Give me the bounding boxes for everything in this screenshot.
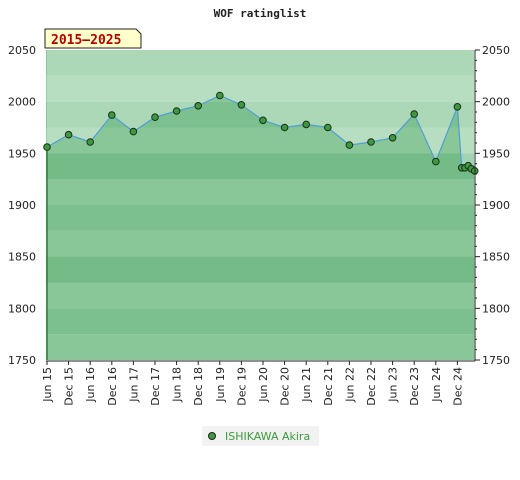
y-tick-label-left: 1800 — [8, 302, 36, 315]
area-fill — [46, 50, 475, 360]
right-y-axis: 1750 1800 1850 1900 1950 2000 2050 — [474, 44, 510, 367]
grid-band — [46, 127, 474, 154]
grid-band — [46, 230, 474, 257]
x-tick-label: Jun 15 — [41, 367, 54, 403]
data-point — [151, 113, 159, 121]
data-point — [259, 116, 267, 125]
x-tick-label: Jun 18 — [171, 367, 184, 403]
data-point — [129, 127, 138, 136]
grid-band — [46, 179, 474, 205]
x-tick-label: Dec 20 — [279, 367, 292, 406]
data-point — [237, 101, 246, 109]
data-point — [216, 91, 224, 100]
x-tick-label: Dec 15 — [63, 367, 76, 406]
y-tick-label-left: 1900 — [8, 199, 36, 212]
grid-band — [46, 308, 474, 335]
x-tick-label: Dec 16 — [106, 367, 119, 406]
x-tick-label: Jun 19 — [214, 367, 227, 403]
grid-band — [46, 205, 474, 231]
x-tick-label: Jun 24 — [430, 367, 443, 403]
y-tick-label-left: 2000 — [8, 96, 36, 109]
chart-title: WOF ratinglist — [214, 7, 307, 20]
x-tick-label: Jun 16 — [84, 367, 97, 403]
legend-label: ISHIKAWA Akira — [225, 430, 310, 443]
data-point — [410, 110, 419, 118]
x-tick-label: Jun 17 — [127, 367, 140, 403]
legend: ISHIKAWA Akira — [202, 426, 319, 446]
y-tick-label-left: 1750 — [8, 354, 36, 367]
data-point — [302, 120, 311, 129]
legend-marker-icon — [208, 432, 216, 440]
data-point — [324, 123, 332, 132]
grid-band-accent — [46, 256, 474, 283]
y-tick-label-right: 1750 — [482, 354, 510, 367]
grid-band — [46, 50, 474, 76]
grid-band — [46, 334, 474, 360]
legend-box — [202, 426, 319, 446]
x-tick-label: Dec 21 — [322, 367, 335, 406]
data-points — [43, 91, 479, 175]
year-range-label: 2015–2025 — [51, 33, 121, 48]
x-tick-label: Dec 19 — [235, 367, 248, 406]
x-tick-label: Jun 23 — [387, 367, 400, 403]
y-tick-label-left: 1850 — [8, 251, 36, 264]
x-tick-label: Dec 18 — [192, 367, 205, 406]
background-bands — [46, 50, 474, 360]
x-tick-label: Jun 22 — [343, 367, 356, 403]
data-point — [432, 157, 440, 166]
y-tick-label-right: 1800 — [482, 302, 510, 315]
x-tick-label: Dec 17 — [149, 367, 162, 406]
grid-band — [46, 75, 474, 102]
y-tick-label-right: 2050 — [482, 44, 510, 57]
data-point — [194, 102, 202, 110]
y-tick-label-right: 2000 — [482, 96, 510, 109]
series-area — [47, 95, 475, 360]
data-point — [172, 107, 181, 115]
y-tick-label-left: 2050 — [8, 44, 36, 57]
grid-band — [46, 282, 474, 309]
data-point — [64, 130, 73, 139]
y-tick-label-right: 1950 — [482, 147, 510, 160]
left-y-axis: 1750 1800 1850 1900 1950 2000 2050 — [8, 44, 36, 367]
year-range-badge: 2015–2025 — [44, 28, 142, 49]
x-tick-label: Jun 20 — [257, 367, 270, 403]
grid-band — [46, 101, 474, 128]
y-tick-label-left: 1950 — [8, 147, 36, 160]
x-tick-label: Dec 22 — [365, 367, 378, 406]
y-tick-label-right: 1850 — [482, 251, 510, 264]
data-point — [43, 143, 51, 151]
data-point — [367, 138, 375, 146]
x-axis: Jun 15 Dec 15 Jun 16 Dec 16 Jun 17 Dec 17 Jun … — [41, 360, 475, 406]
data-point — [388, 134, 397, 142]
y-tick-label-right: 1900 — [482, 199, 510, 212]
data-point — [280, 123, 289, 132]
data-point — [345, 141, 354, 149]
data-point — [86, 138, 94, 146]
x-tick-label: Dec 23 — [408, 367, 421, 406]
grid-band-accent — [46, 153, 474, 180]
x-tick-label: Jun 21 — [300, 367, 313, 403]
x-tick-label: Dec 24 — [451, 367, 464, 406]
data-point — [453, 103, 462, 111]
data-point — [108, 111, 116, 119]
